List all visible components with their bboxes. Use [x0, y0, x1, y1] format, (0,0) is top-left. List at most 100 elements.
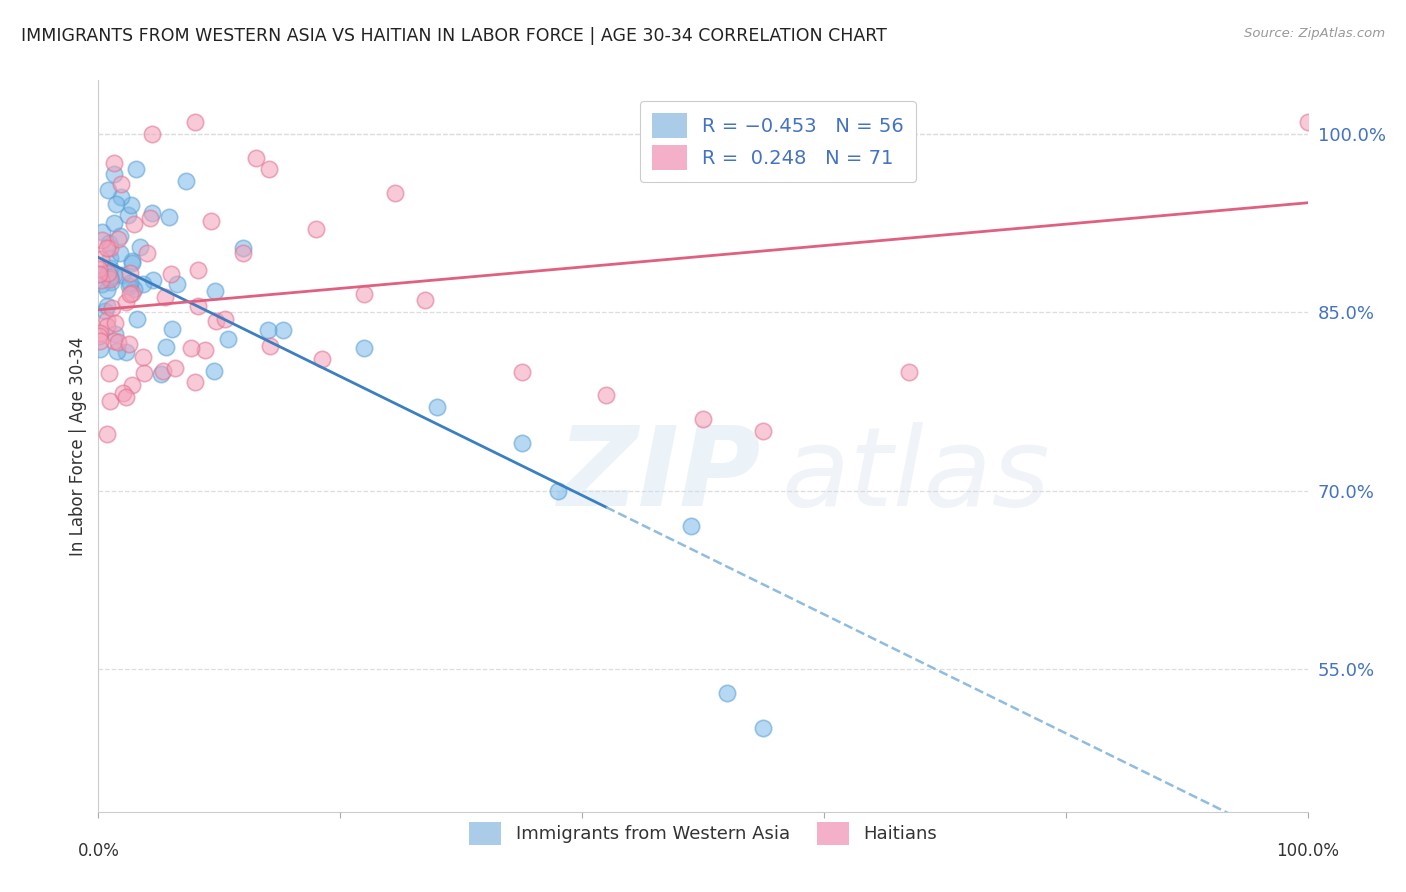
Point	[141, 205, 163, 219]
Point	[679, 519, 702, 533]
Point	[121, 286, 143, 301]
Point	[100, 301, 122, 316]
Point	[595, 388, 617, 402]
Text: IMMIGRANTS FROM WESTERN ASIA VS HAITIAN IN LABOR FORCE | AGE 30-34 CORRELATION C: IMMIGRANTS FROM WESTERN ASIA VS HAITIAN …	[21, 27, 887, 45]
Point	[184, 115, 207, 129]
Point	[232, 241, 254, 255]
Point	[103, 156, 125, 170]
Point	[89, 342, 111, 356]
Point	[311, 352, 333, 367]
Point	[155, 340, 177, 354]
Point	[103, 216, 125, 230]
Text: ZIP: ZIP	[558, 422, 762, 529]
Point	[110, 229, 132, 244]
Point	[96, 241, 118, 255]
Point	[200, 214, 222, 228]
Text: 100.0%: 100.0%	[1277, 842, 1339, 860]
Point	[510, 436, 533, 450]
Point	[118, 266, 141, 280]
Point	[105, 344, 128, 359]
Point	[103, 334, 125, 349]
Point	[103, 268, 125, 282]
Point	[135, 246, 157, 260]
Point	[510, 365, 533, 379]
Point	[104, 316, 127, 330]
Point	[271, 323, 294, 337]
Point	[110, 190, 132, 204]
Point	[205, 313, 228, 327]
Point	[214, 311, 236, 326]
Point	[96, 427, 118, 442]
Point	[111, 386, 134, 401]
Point	[98, 251, 121, 265]
Point	[125, 311, 148, 326]
Point	[118, 279, 141, 293]
Point	[752, 424, 775, 438]
Point	[96, 312, 118, 326]
Point	[120, 198, 142, 212]
Point	[121, 254, 143, 268]
Point	[87, 262, 110, 277]
Point	[96, 299, 118, 313]
Point	[1296, 115, 1319, 129]
Point	[204, 364, 226, 378]
Point	[122, 217, 145, 231]
Point	[353, 287, 375, 301]
Point	[110, 177, 132, 191]
Text: 0.0%: 0.0%	[77, 842, 120, 860]
Point	[110, 245, 132, 260]
Point	[98, 367, 121, 381]
Point	[98, 394, 121, 409]
Point	[142, 273, 165, 287]
Text: atlas: atlas	[782, 422, 1050, 529]
Point	[90, 252, 112, 266]
Legend: Immigrants from Western Asia, Haitians: Immigrants from Western Asia, Haitians	[460, 813, 946, 854]
Point	[98, 260, 121, 275]
Point	[87, 329, 110, 343]
Point	[194, 343, 217, 358]
Point	[139, 211, 162, 225]
Point	[103, 167, 125, 181]
Point	[100, 275, 122, 289]
Point	[91, 225, 114, 239]
Point	[134, 367, 156, 381]
Y-axis label: In Labor Force | Age 30-34: In Labor Force | Age 30-34	[69, 336, 87, 556]
Point	[157, 210, 180, 224]
Point	[165, 360, 187, 375]
Point	[89, 334, 111, 348]
Point	[114, 295, 136, 310]
Point	[97, 266, 120, 280]
Point	[115, 390, 138, 404]
Point	[132, 350, 155, 364]
Point	[104, 326, 127, 341]
Point	[259, 339, 281, 353]
Point	[107, 334, 129, 349]
Point	[104, 197, 127, 211]
Point	[152, 364, 174, 378]
Point	[149, 367, 172, 381]
Point	[176, 174, 198, 188]
Point	[110, 268, 132, 283]
Point	[752, 722, 775, 736]
Point	[897, 365, 920, 379]
Point	[98, 241, 121, 255]
Point	[160, 322, 183, 336]
Point	[121, 378, 143, 392]
Point	[98, 270, 121, 285]
Point	[115, 345, 138, 359]
Point	[122, 282, 145, 296]
Point	[96, 319, 118, 334]
Point	[89, 326, 111, 340]
Point	[353, 341, 375, 355]
Point	[98, 272, 121, 286]
Point	[117, 337, 139, 351]
Text: Source: ZipAtlas.com: Source: ZipAtlas.com	[1244, 27, 1385, 40]
Point	[384, 186, 406, 201]
Point	[217, 332, 239, 346]
Point	[91, 234, 114, 248]
Point	[91, 277, 114, 292]
Point	[90, 267, 112, 281]
Point	[547, 483, 569, 498]
Point	[128, 239, 150, 253]
Point	[716, 686, 738, 700]
